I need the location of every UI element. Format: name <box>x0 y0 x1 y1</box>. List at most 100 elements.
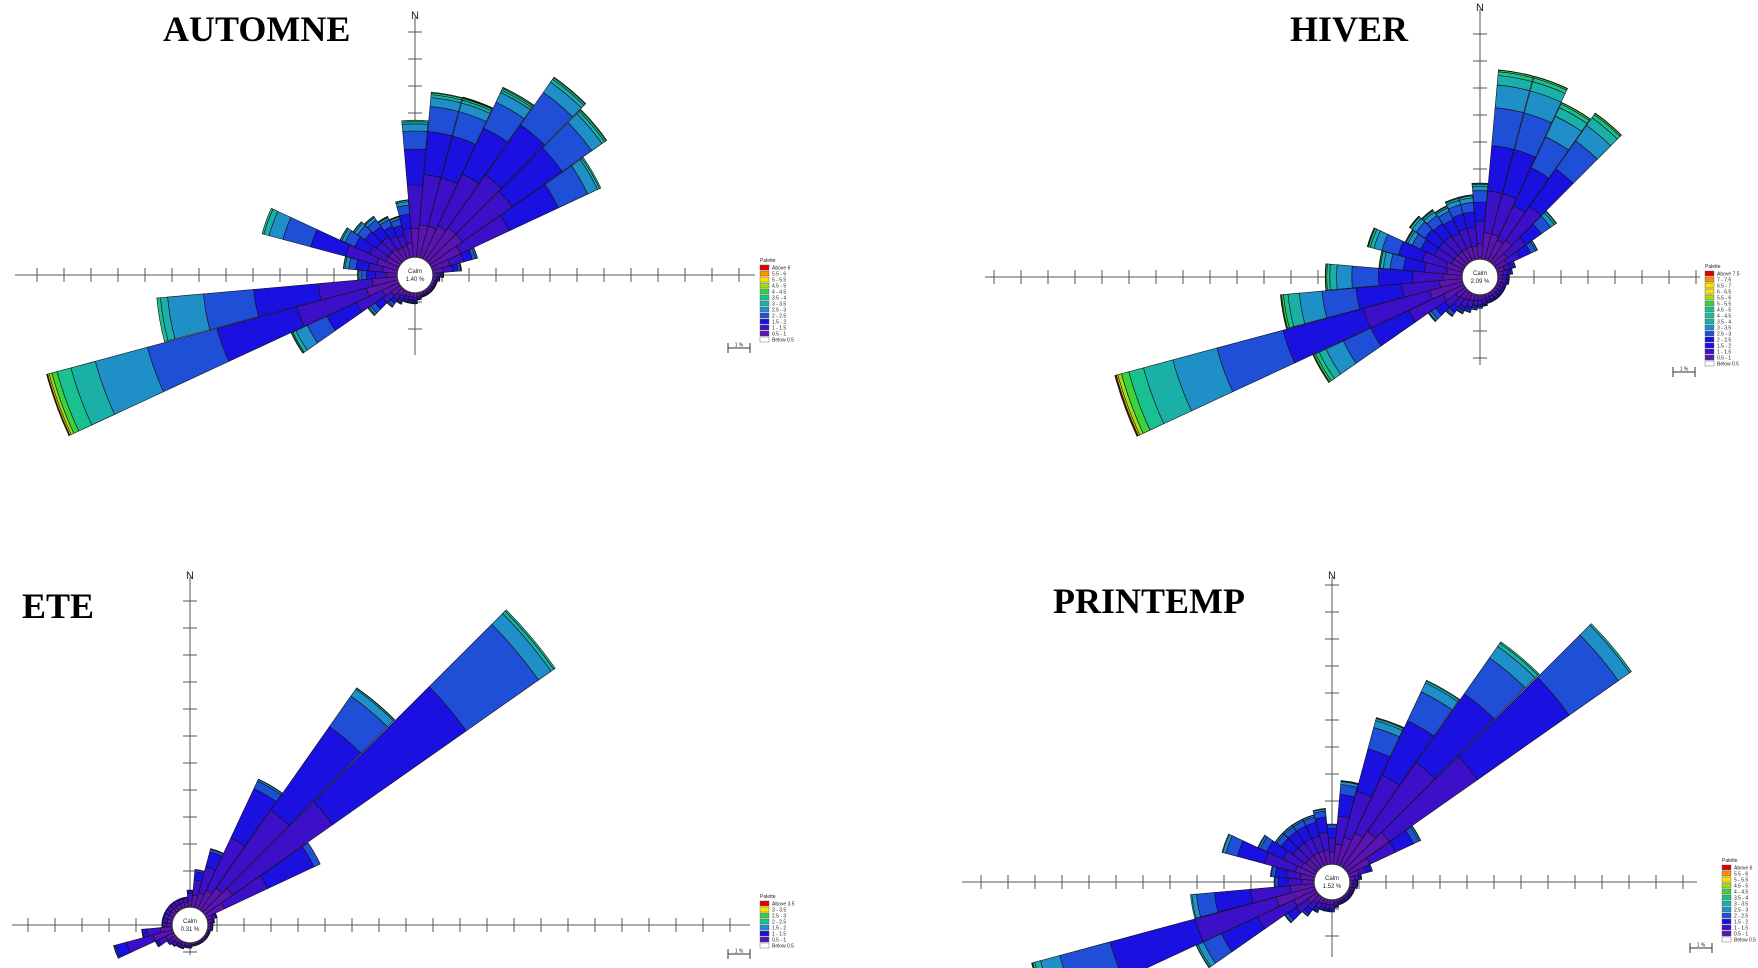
rose-segment <box>504 609 556 670</box>
legend-entry: 3 - 3.5 <box>1717 326 1731 332</box>
legend-swatch <box>1721 888 1732 895</box>
legend-entry: 0.5 - 1 <box>772 938 786 944</box>
north-label: N <box>1476 2 1484 14</box>
legend-swatch <box>759 300 770 307</box>
rose-segment <box>1312 354 1330 383</box>
scale-label: 1 % <box>735 343 744 349</box>
calm-circle <box>1313 863 1351 901</box>
rose-segment <box>1273 876 1276 888</box>
scale-label: 1 % <box>735 949 744 955</box>
legend-entry: 2.5 - 3 <box>1717 332 1731 338</box>
legend-title: Palette <box>760 258 776 264</box>
rose-segment <box>462 96 494 109</box>
legend-swatch <box>759 306 770 313</box>
legend-entry: Below 0.5 <box>772 944 794 950</box>
calm-label: Calm <box>1325 876 1339 882</box>
legend-entry: 2.5 - 3 <box>772 308 786 314</box>
legend: Palette Above 3.53 - 3.52.5 - 32 - 2.51.5… <box>759 894 795 950</box>
rose-segment <box>1195 945 1210 968</box>
rose-segment <box>1326 823 1338 826</box>
rose-segment <box>1329 899 1335 906</box>
legend-entry: 1 - 1.5 <box>1734 926 1748 932</box>
rose-segment <box>553 76 587 105</box>
legend-entry: 2 - 2.5 <box>1734 914 1748 920</box>
legend-entry: 0.5 - 1 <box>772 332 786 338</box>
rose-segment <box>1274 876 1279 888</box>
legend-swatch <box>1721 924 1732 931</box>
rose-segment <box>1340 780 1359 785</box>
legend-swatch <box>1721 936 1732 943</box>
legend-swatch <box>759 312 770 319</box>
rose-segment <box>1477 299 1483 305</box>
title-hiver: HIVER <box>1290 9 1409 49</box>
rose-segment <box>162 922 168 928</box>
rose-segment <box>1280 294 1288 329</box>
rose-segment <box>1421 209 1434 220</box>
rose-segment <box>1352 879 1357 885</box>
legend-entry: Above 6 <box>772 266 791 272</box>
legend-entry: 0.5 - 1 <box>1734 932 1748 938</box>
rose-segment <box>212 918 216 924</box>
rose-segment <box>1326 824 1338 829</box>
rose-segment <box>113 945 119 959</box>
rose-segment <box>1502 274 1507 280</box>
rose-segment <box>352 221 363 233</box>
rose-segment <box>1329 908 1335 912</box>
legend-entry: 2.5 - 3 <box>772 914 786 920</box>
legend-swatch <box>1704 342 1715 349</box>
legend-entry: 1 - 1.5 <box>772 932 786 938</box>
legend-swatch <box>759 930 770 937</box>
legend-entry: 2.5 - 3 <box>1734 908 1748 914</box>
legend-entry: 5.5 - 6 <box>1717 296 1731 302</box>
rose-segment <box>1324 263 1327 291</box>
rose-segment <box>1471 185 1489 192</box>
legend-swatch <box>759 918 770 925</box>
rose-segment <box>1458 194 1474 198</box>
rose-segment <box>211 926 214 932</box>
rose-segment <box>1531 240 1538 251</box>
rose-segment <box>1499 641 1540 676</box>
legend-swatch <box>759 942 770 949</box>
legend-swatch <box>759 276 770 283</box>
legend-entry: 3 - 3.5 <box>1734 902 1748 908</box>
rose-segment <box>1336 264 1353 290</box>
calm-label: Calm <box>1473 271 1487 277</box>
rose-segment <box>1366 227 1375 248</box>
legend-swatch <box>1704 360 1715 367</box>
rose-segment <box>1561 102 1591 120</box>
rose-segment <box>212 922 214 928</box>
rose-segment <box>1356 883 1359 890</box>
legend: Palette Above 7.57 - 7.56.5 - 76 - 6.55.5… <box>1704 264 1740 368</box>
rose-segment <box>1190 894 1197 919</box>
calm-value: 1.52 % <box>1323 884 1342 890</box>
rose-segment <box>257 778 283 794</box>
legend-swatch <box>759 912 770 919</box>
calm-circle <box>396 256 434 294</box>
rose-segment <box>1378 250 1383 269</box>
legend-entry: 4 - 4.5 <box>1717 314 1731 320</box>
legend-entry: Above 3.5 <box>772 902 795 908</box>
legend-swatch <box>1704 348 1715 355</box>
rose-segment <box>1329 904 1335 910</box>
rose-segment <box>1498 69 1534 77</box>
legend-entry: Above 7.5 <box>1717 272 1740 278</box>
rose-segment <box>186 893 194 901</box>
rose-segment <box>214 912 218 919</box>
rose-segment <box>187 947 193 949</box>
legend-swatch <box>1721 870 1732 877</box>
calm-label: Calm <box>408 269 422 275</box>
legend-swatch <box>1704 354 1715 361</box>
rose-segment <box>261 207 274 235</box>
rose-segment <box>1327 827 1337 839</box>
legend-swatch <box>1721 882 1732 889</box>
rose-segment <box>156 297 169 343</box>
rose-segment <box>1545 210 1558 225</box>
rose-segment <box>46 373 70 437</box>
legend-entry: Below 0.5 <box>1734 938 1756 944</box>
legend-swatch <box>759 336 770 343</box>
rose-segment <box>580 109 608 142</box>
legend-entry: 0.5 - 1 <box>1717 356 1731 362</box>
rose-segment <box>401 123 429 132</box>
legend-entry: 2 - 2.5 <box>772 314 786 320</box>
rose-segment <box>1312 807 1326 812</box>
